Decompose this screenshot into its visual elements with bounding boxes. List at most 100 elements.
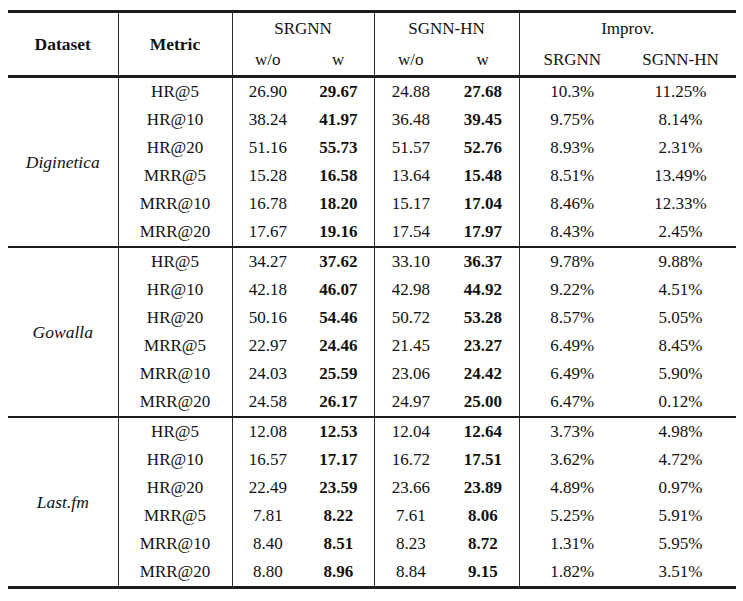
value-cell: 36.37 xyxy=(447,247,519,276)
table-row: HR@2051.1655.7351.5752.768.93%2.31% xyxy=(8,134,736,162)
header-improv-srgnn: SRGNN xyxy=(519,44,625,77)
metric-cell: MRR@10 xyxy=(118,190,232,218)
value-cell: 15.28 xyxy=(232,162,303,190)
value-cell: 7.61 xyxy=(374,502,447,530)
value-cell: 9.22% xyxy=(519,276,625,304)
value-cell: 1.82% xyxy=(519,558,625,588)
value-cell: 25.00 xyxy=(447,388,519,417)
value-cell: 16.78 xyxy=(232,190,303,218)
value-cell: 34.27 xyxy=(232,247,303,276)
value-cell: 27.68 xyxy=(447,77,519,107)
metric-cell: HR@10 xyxy=(118,446,232,474)
table-header: Dataset Metric SRGNN SGNN-HN Improv. w/o… xyxy=(8,12,736,77)
value-cell: 6.47% xyxy=(519,388,625,417)
value-cell: 8.45% xyxy=(625,332,736,360)
value-cell: 8.51 xyxy=(303,530,374,558)
header-group-sgnn-hn: SGNN-HN xyxy=(374,12,519,45)
value-cell: 55.73 xyxy=(303,134,374,162)
value-cell: 37.62 xyxy=(303,247,374,276)
metric-cell: HR@10 xyxy=(118,106,232,134)
value-cell: 50.16 xyxy=(232,304,303,332)
value-cell: 17.97 xyxy=(447,218,519,247)
value-cell: 12.04 xyxy=(374,417,447,446)
table-row: HR@1016.5717.1716.7217.513.62%4.72% xyxy=(8,446,736,474)
value-cell: 12.53 xyxy=(303,417,374,446)
value-cell: 8.40 xyxy=(232,530,303,558)
value-cell: 42.98 xyxy=(374,276,447,304)
value-cell: 15.48 xyxy=(447,162,519,190)
value-cell: 24.58 xyxy=(232,388,303,417)
metric-cell: MRR@10 xyxy=(118,530,232,558)
value-cell: 44.92 xyxy=(447,276,519,304)
value-cell: 5.05% xyxy=(625,304,736,332)
value-cell: 13.64 xyxy=(374,162,447,190)
dataset-label: Diginetica xyxy=(8,77,118,248)
value-cell: 19.16 xyxy=(303,218,374,247)
value-cell: 52.76 xyxy=(447,134,519,162)
value-cell: 8.96 xyxy=(303,558,374,588)
metric-cell: HR@5 xyxy=(118,77,232,107)
value-cell: 12.08 xyxy=(232,417,303,446)
value-cell: 5.90% xyxy=(625,360,736,388)
value-cell: 8.84 xyxy=(374,558,447,588)
value-cell: 25.59 xyxy=(303,360,374,388)
metric-cell: MRR@10 xyxy=(118,360,232,388)
value-cell: 8.23 xyxy=(374,530,447,558)
header-group-row: Dataset Metric SRGNN SGNN-HN Improv. xyxy=(8,12,736,45)
header-srgnn-w: w xyxy=(303,44,374,77)
metric-cell: HR@20 xyxy=(118,304,232,332)
table-row: MRR@515.2816.5813.6415.488.51%13.49% xyxy=(8,162,736,190)
dataset-group-diginetica: DigineticaHR@526.9029.6724.8827.6810.3%1… xyxy=(8,77,736,248)
dataset-group-gowalla: GowallaHR@534.2737.6233.1036.379.78%9.88… xyxy=(8,247,736,417)
table-row: HR@1038.2441.9736.4839.459.75%8.14% xyxy=(8,106,736,134)
value-cell: 17.67 xyxy=(232,218,303,247)
value-cell: 5.25% xyxy=(519,502,625,530)
value-cell: 4.89% xyxy=(519,474,625,502)
value-cell: 39.45 xyxy=(447,106,519,134)
header-metric: Metric xyxy=(118,12,232,77)
value-cell: 16.72 xyxy=(374,446,447,474)
value-cell: 8.14% xyxy=(625,106,736,134)
value-cell: 50.72 xyxy=(374,304,447,332)
value-cell: 15.17 xyxy=(374,190,447,218)
metric-cell: MRR@20 xyxy=(118,558,232,588)
metric-cell: MRR@5 xyxy=(118,502,232,530)
results-table-container: Dataset Metric SRGNN SGNN-HN Improv. w/o… xyxy=(8,10,736,589)
value-cell: 24.88 xyxy=(374,77,447,107)
header-sgnn-w: w xyxy=(447,44,519,77)
value-cell: 9.78% xyxy=(519,247,625,276)
metric-cell: MRR@20 xyxy=(118,218,232,247)
metric-cell: HR@10 xyxy=(118,276,232,304)
value-cell: 9.88% xyxy=(625,247,736,276)
value-cell: 51.57 xyxy=(374,134,447,162)
value-cell: 38.24 xyxy=(232,106,303,134)
value-cell: 3.51% xyxy=(625,558,736,588)
value-cell: 23.27 xyxy=(447,332,519,360)
value-cell: 17.54 xyxy=(374,218,447,247)
table-row: MRR@2024.5826.1724.9725.006.47%0.12% xyxy=(8,388,736,417)
value-cell: 26.90 xyxy=(232,77,303,107)
value-cell: 6.49% xyxy=(519,360,625,388)
value-cell: 8.80 xyxy=(232,558,303,588)
header-srgnn-wo: w/o xyxy=(232,44,303,77)
value-cell: 3.73% xyxy=(519,417,625,446)
value-cell: 6.49% xyxy=(519,332,625,360)
table-row: HR@2022.4923.5923.6623.894.89%0.97% xyxy=(8,474,736,502)
value-cell: 8.72 xyxy=(447,530,519,558)
value-cell: 53.28 xyxy=(447,304,519,332)
value-cell: 51.16 xyxy=(232,134,303,162)
value-cell: 8.43% xyxy=(519,218,625,247)
value-cell: 18.20 xyxy=(303,190,374,218)
value-cell: 0.97% xyxy=(625,474,736,502)
value-cell: 22.49 xyxy=(232,474,303,502)
value-cell: 21.45 xyxy=(374,332,447,360)
header-dataset: Dataset xyxy=(8,12,118,77)
value-cell: 3.62% xyxy=(519,446,625,474)
table-row: MRR@108.408.518.238.721.31%5.95% xyxy=(8,530,736,558)
dataset-group-last-fm: Last.fmHR@512.0812.5312.0412.643.73%4.98… xyxy=(8,417,736,588)
value-cell: 16.57 xyxy=(232,446,303,474)
value-cell: 24.46 xyxy=(303,332,374,360)
value-cell: 24.03 xyxy=(232,360,303,388)
value-cell: 17.04 xyxy=(447,190,519,218)
metric-cell: HR@5 xyxy=(118,417,232,446)
